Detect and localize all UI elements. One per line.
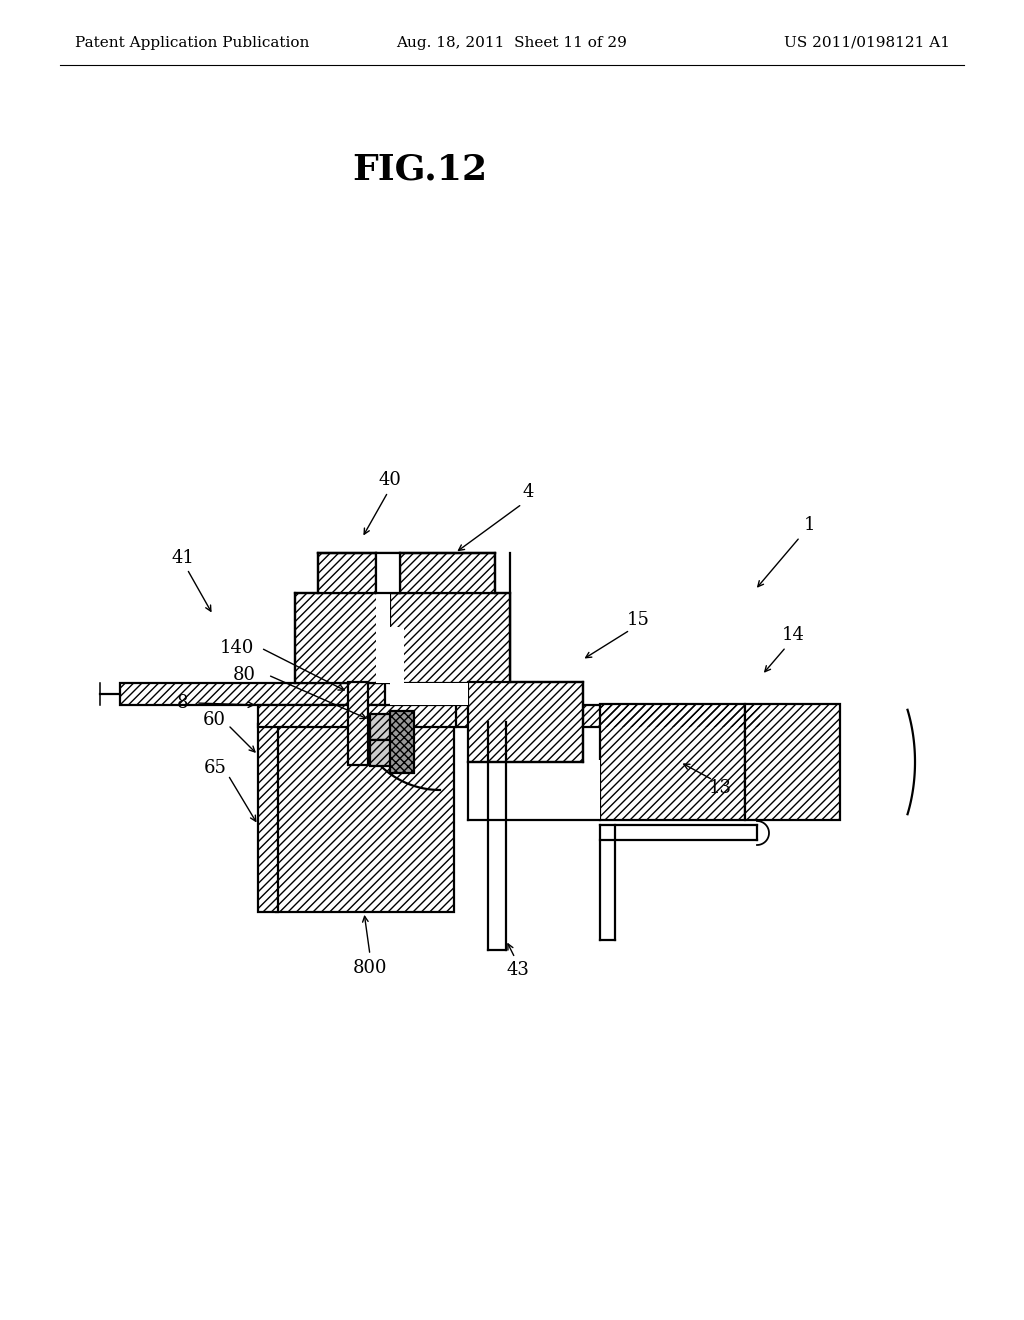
Bar: [348, 682, 368, 766]
Text: 800: 800: [352, 960, 387, 977]
Text: 43: 43: [507, 961, 529, 979]
Bar: [390, 627, 404, 682]
Text: 8: 8: [177, 694, 188, 711]
Bar: [258, 723, 278, 912]
Text: 65: 65: [204, 759, 226, 777]
Text: 1: 1: [804, 516, 816, 535]
Bar: [370, 714, 392, 741]
Bar: [120, 682, 385, 705]
Bar: [276, 723, 454, 912]
Bar: [370, 714, 392, 741]
Bar: [400, 553, 495, 593]
Bar: [390, 593, 510, 682]
Bar: [468, 682, 583, 762]
Text: 80: 80: [232, 667, 256, 684]
Bar: [390, 682, 468, 705]
Bar: [295, 593, 390, 682]
Bar: [390, 711, 414, 774]
Text: 14: 14: [781, 626, 805, 644]
Bar: [348, 682, 368, 766]
Bar: [745, 704, 840, 820]
Bar: [600, 704, 745, 820]
Bar: [258, 723, 278, 912]
Bar: [390, 705, 760, 727]
Bar: [468, 682, 583, 762]
Bar: [318, 553, 376, 593]
Bar: [468, 760, 600, 820]
Bar: [376, 553, 400, 593]
Bar: [276, 723, 454, 912]
Bar: [295, 593, 390, 682]
Text: Patent Application Publication: Patent Application Publication: [75, 36, 309, 50]
Text: 40: 40: [379, 471, 401, 488]
Bar: [370, 741, 392, 766]
Bar: [745, 704, 840, 820]
Text: 13: 13: [709, 779, 731, 797]
Bar: [120, 682, 385, 705]
Bar: [600, 704, 745, 820]
Text: 4: 4: [522, 483, 534, 502]
Bar: [258, 705, 456, 727]
Bar: [376, 593, 390, 682]
Bar: [390, 593, 510, 682]
Bar: [390, 705, 760, 727]
Bar: [318, 553, 376, 593]
Text: Aug. 18, 2011  Sheet 11 of 29: Aug. 18, 2011 Sheet 11 of 29: [396, 36, 628, 50]
Bar: [258, 705, 456, 727]
Text: FIG.12: FIG.12: [352, 153, 487, 187]
Text: 60: 60: [203, 711, 225, 729]
Text: 41: 41: [172, 549, 195, 568]
Text: 140: 140: [220, 639, 254, 657]
Text: 15: 15: [627, 611, 649, 630]
Bar: [390, 711, 414, 774]
Text: US 2011/0198121 A1: US 2011/0198121 A1: [784, 36, 950, 50]
Bar: [370, 741, 392, 766]
Bar: [400, 553, 495, 593]
